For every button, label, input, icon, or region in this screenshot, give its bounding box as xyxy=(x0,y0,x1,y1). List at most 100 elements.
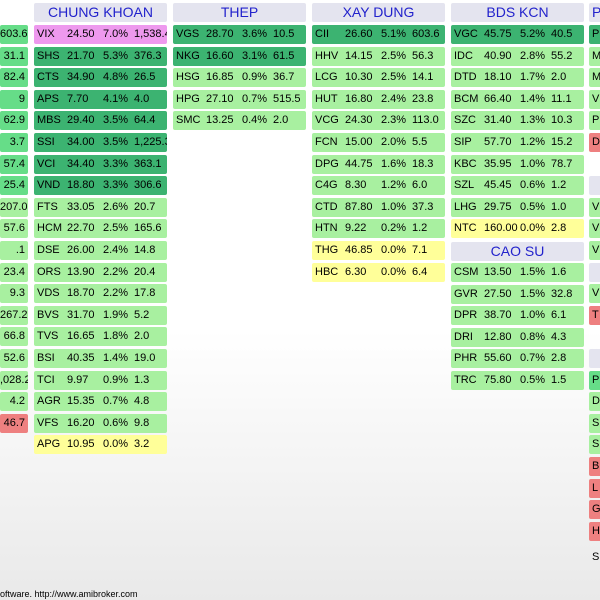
stock-change: 0.0% xyxy=(103,438,129,451)
stock-price: 35.95 xyxy=(484,157,512,170)
stock-row-vnd: VND 18.80 3.3% 306.6 xyxy=(34,176,167,196)
stock-symbol: IDC xyxy=(454,49,473,62)
stock-volume: 20.7 xyxy=(134,200,156,213)
stock-symbol: VIX xyxy=(37,28,55,40)
stock-row-vcg: VCG 24.30 2.3% 113.0 xyxy=(312,111,445,131)
stock-row-ors: ORS 13.90 2.2% 20.4 xyxy=(34,262,167,282)
partial-symbol-row: P xyxy=(589,370,600,390)
stock-price: 24.30 xyxy=(345,114,373,127)
stock-price: 8.30 xyxy=(345,179,367,192)
stock-volume: 61.5 xyxy=(273,49,295,62)
stock-volume: 603.6 xyxy=(412,28,440,40)
stock-volume: 56.3 xyxy=(412,49,434,62)
stock-change: 5.3% xyxy=(103,49,129,62)
stock-change: 5.2% xyxy=(520,28,546,40)
stock-change: 4.8% xyxy=(103,71,129,84)
stock-change: 1.0% xyxy=(520,157,546,170)
stock-row-cts: CTS 34.90 4.8% 26.5 xyxy=(34,68,167,88)
stock-row-bsi: BSI 40.35 1.4% 19.0 xyxy=(34,349,167,368)
stock-change: 1.4% xyxy=(520,92,546,105)
stock-price: 46.85 xyxy=(345,244,373,256)
partial-value-row: 25.4 xyxy=(0,176,28,196)
partial-symbol-row: D xyxy=(589,392,600,412)
stock-volume: 2.8 xyxy=(551,352,567,365)
stock-change: 0.9% xyxy=(103,373,129,386)
stock-volume: 11.1 xyxy=(551,92,572,105)
stock-symbol: CTD xyxy=(315,200,338,213)
stock-price: 9.22 xyxy=(345,222,367,235)
partial-value-row: .1 xyxy=(0,241,28,260)
stock-row-bvs: BVS 31.70 1.9% 5.2 xyxy=(34,305,167,325)
stock-row-smc: SMC 13.25 0.4% 2.0 xyxy=(173,111,306,131)
stock-symbol: VGS xyxy=(176,28,200,40)
stock-change: 0.7% xyxy=(242,92,268,105)
stock-row-phr: PHR 55.60 0.7% 2.8 xyxy=(451,349,584,369)
stock-volume: 32.8 xyxy=(551,287,573,300)
partial-symbol-row: P xyxy=(589,25,600,44)
stock-symbol: SZL xyxy=(454,179,475,192)
stock-volume: 5.2 xyxy=(134,308,150,321)
partial-value-row: 82.4 xyxy=(0,68,28,88)
stock-volume: 1.5 xyxy=(551,374,567,386)
stock-symbol: NKG xyxy=(176,49,200,62)
stock-change: 0.7% xyxy=(520,352,546,365)
stock-symbol: LCG xyxy=(315,71,338,84)
stock-volume: 363.1 xyxy=(134,157,162,170)
partial-symbol-row: VI xyxy=(589,89,600,109)
stock-symbol: VDS xyxy=(37,287,60,300)
stock-change: 0.5% xyxy=(520,200,546,213)
stock-volume: 5.5 xyxy=(412,136,428,148)
stock-symbol: PHR xyxy=(454,352,478,365)
stock-row-vfs: VFS 16.20 0.6% 9.8 xyxy=(34,413,167,433)
stock-row-sip: SIP 57.70 1.2% 15.2 xyxy=(451,133,584,152)
stock-row-tci: TCI 9.97 0.9% 1.3 xyxy=(34,370,167,390)
stock-change: 0.9% xyxy=(242,71,268,84)
stock-price: 75.80 xyxy=(484,374,512,386)
stock-price: 29.40 xyxy=(67,114,95,127)
stock-price: 24.50 xyxy=(67,28,95,40)
stock-symbol: VND xyxy=(37,179,61,192)
partial-symbol-row: M xyxy=(589,68,600,88)
stock-change: 2.6% xyxy=(103,200,129,213)
stock-change: 3.1% xyxy=(242,49,268,62)
partial-symbol-row xyxy=(589,176,600,196)
stock-volume: 4.8 xyxy=(134,395,150,408)
stock-symbol: HPG xyxy=(176,92,200,105)
stock-volume: 3.2 xyxy=(134,438,150,451)
stock-symbol: APS xyxy=(37,92,60,105)
stock-volume: 20.4 xyxy=(134,265,156,278)
stock-price: 31.70 xyxy=(67,308,95,321)
stock-volume: 14.1 xyxy=(412,71,434,84)
stock-row-cii: CII 26.60 5.1% 603.6 xyxy=(312,25,445,44)
stock-change: 1.0% xyxy=(381,200,407,213)
stock-symbol: HSG xyxy=(176,71,200,84)
stock-row-dse: DSE 26.00 2.4% 14.8 xyxy=(34,241,167,260)
partial-symbol-row: S xyxy=(589,413,600,433)
stock-symbol: HTN xyxy=(315,222,338,235)
stock-price: 34.40 xyxy=(67,157,95,170)
stock-volume: 4.0 xyxy=(134,92,150,105)
stock-price: 13.25 xyxy=(206,114,234,127)
stock-row-aps: APS 7.70 4.1% 4.0 xyxy=(34,89,167,109)
stock-change: 3.5% xyxy=(103,114,129,127)
stock-change: 2.2% xyxy=(103,265,129,278)
partial-symbol-row: VI xyxy=(589,219,600,239)
stock-price: 57.70 xyxy=(484,136,512,148)
stock-price: 9.97 xyxy=(67,373,89,386)
partial-symbol-row: P xyxy=(589,111,600,131)
partial-value-row: 57.4 xyxy=(0,154,28,174)
stock-change: 1.2% xyxy=(381,179,407,192)
stock-change: 2.4% xyxy=(381,92,407,105)
stock-row-apg: APG 10.95 0.0% 3.2 xyxy=(34,435,167,455)
stock-volume: 6.4 xyxy=(412,265,428,278)
stock-row-trc: TRC 75.80 0.5% 1.5 xyxy=(451,371,584,390)
stock-volume: 2.8 xyxy=(551,222,567,235)
stock-row-agr: AGR 15.35 0.7% 4.8 xyxy=(34,392,167,412)
stock-change: 1.6% xyxy=(381,157,407,170)
stock-change: 2.5% xyxy=(381,71,407,84)
partial-value-row: 66.8 xyxy=(0,327,28,347)
stock-symbol: HUT xyxy=(315,92,338,105)
stock-volume: 2.0 xyxy=(134,330,150,343)
stock-symbol: CTS xyxy=(37,71,59,84)
stock-row-dtd: DTD 18.10 1.7% 2.0 xyxy=(451,68,584,88)
